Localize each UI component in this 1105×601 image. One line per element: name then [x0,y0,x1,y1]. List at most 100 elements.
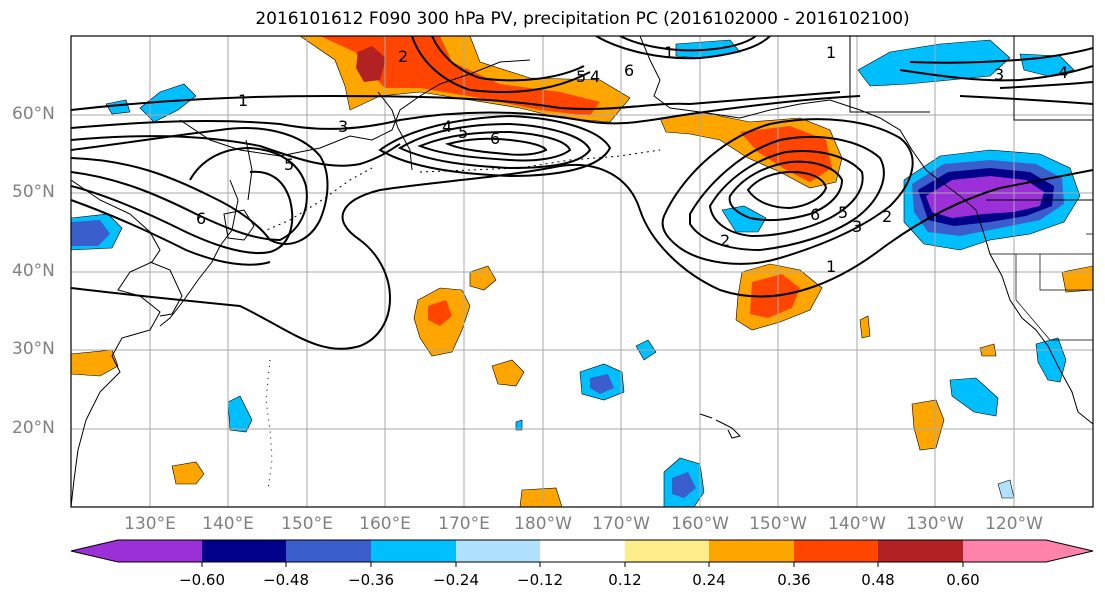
map-frame [70,35,1094,508]
lon-label: 180°W [514,514,572,534]
precip-positive-region [428,300,452,326]
boundary-states [990,233,1093,341]
colorbar-segment [794,540,878,562]
colorbar-extend-high [963,540,1093,562]
pv-contour [595,36,771,60]
pv-contour-label: 5 [284,155,294,174]
coastline-siberia [179,59,531,157]
pv-contour [411,36,591,93]
precip-negative-region [105,99,131,115]
pv-contour-label: 1 [664,43,674,62]
coastline-alaska [639,36,913,151]
pv-contour [397,122,592,170]
lon-label: 140°E [202,514,254,534]
pv-contour [431,36,585,82]
lat-label: 50°N [12,182,55,202]
precip-negative-region [71,220,110,246]
boundary-alaska-canada [849,36,930,113]
graticule [71,36,1093,507]
colorbar [70,539,1094,567]
pv-contour [71,146,308,242]
colorbar-segment [286,540,371,562]
colorbar-label: −0.36 [348,571,394,589]
pv-contour-label: 3 [852,217,862,236]
precip-negative-region [949,377,999,417]
pv-contour-label: 1 [826,43,836,62]
colorbar-outline [70,539,1094,563]
colorbar-segment [202,540,286,562]
lon-label: 150°W [749,514,807,534]
precip-positive-region [859,315,871,339]
pv-contour-label: 1 [238,91,248,110]
islands-hawaii [699,413,741,439]
pv-contour [661,118,914,265]
precip-positive-region [519,487,563,507]
pv-contour [619,36,757,52]
pv-contour-label: 1 [826,257,836,276]
map-area: 1 1 1 1 2 2 2 3 3 3 4 4 4 5 5 5 5 6 6 6 … [71,36,1093,507]
coastline-kamchatka [377,91,413,171]
pv-contour [959,95,1093,105]
coastline-hokkaido [223,209,255,241]
pv-contour [417,130,572,162]
pv-contour [444,137,548,156]
pv-contour-label: 5 [576,67,586,86]
pv-contour [378,114,612,178]
pv-contour-labels: 1 1 1 1 2 2 2 3 3 3 4 4 4 5 5 5 5 6 6 6 … [196,43,1068,276]
pv-contour [71,127,329,245]
pv-contour [71,91,841,111]
colorbar-label: −0.12 [517,571,563,589]
colorbar-segment [709,540,794,562]
colorbar-label: 0.24 [692,571,726,589]
colorbar-extend-low [71,540,202,562]
precip-positive-region [491,359,525,387]
precip-positive-region [71,349,119,377]
pv-contour-label: 6 [490,129,500,148]
pv-contour [909,47,1093,64]
lat-label: 30°N [12,339,55,359]
pv-contour-label: 3 [338,117,348,136]
lat-label: 60°N [12,104,55,124]
colorbar-label: 0.36 [777,571,811,589]
coastline-korea [149,261,183,317]
precip-positive-region [320,36,600,116]
precip-positive-region [356,46,386,82]
pv-contour-label: 6 [624,61,634,80]
lon-label: 170°W [592,514,650,534]
lon-label: 150°E [281,514,333,534]
precip-positive-region [740,126,832,182]
precip-positive-region [911,399,945,451]
pv-contour [746,170,828,210]
pv-contour-label: 3 [994,65,1004,84]
coastline-sakhalin [245,139,253,201]
colorbar-label: −0.24 [433,571,479,589]
precip-negative-region [515,419,523,431]
pv-contour-label: 4 [442,117,452,136]
pv-contour [71,95,861,130]
precip-negative-region [1035,337,1067,383]
pv-contour [999,81,1093,89]
pv-contour-label: 4 [1058,63,1068,82]
precip-negative-region [672,472,696,498]
colorbar-label: −0.48 [263,571,309,589]
pv-contours [71,36,1093,350]
coastline-na-west [911,149,1093,425]
colorbar-label: 0.12 [608,571,642,589]
lon-label: 170°E [438,514,490,534]
pv-contour-label: 6 [196,209,206,228]
colorbar-segment [456,540,540,562]
pv-contour [728,160,844,222]
pv-contour [708,150,864,238]
lon-label: 160°E [359,514,411,534]
colorbar-label: −0.60 [179,571,225,589]
lon-label: 140°W [828,514,886,534]
pv-contour-label: 2 [882,207,892,226]
colorbar-label: 0.48 [861,571,895,589]
colorbar-label: 0.60 [946,571,980,589]
lat-label: 40°N [12,261,55,281]
pv-contour-label: 5 [458,123,468,142]
lon-label: 120°W [985,514,1043,534]
precip-positive-region [171,461,205,485]
lon-label: 130°E [124,514,176,534]
